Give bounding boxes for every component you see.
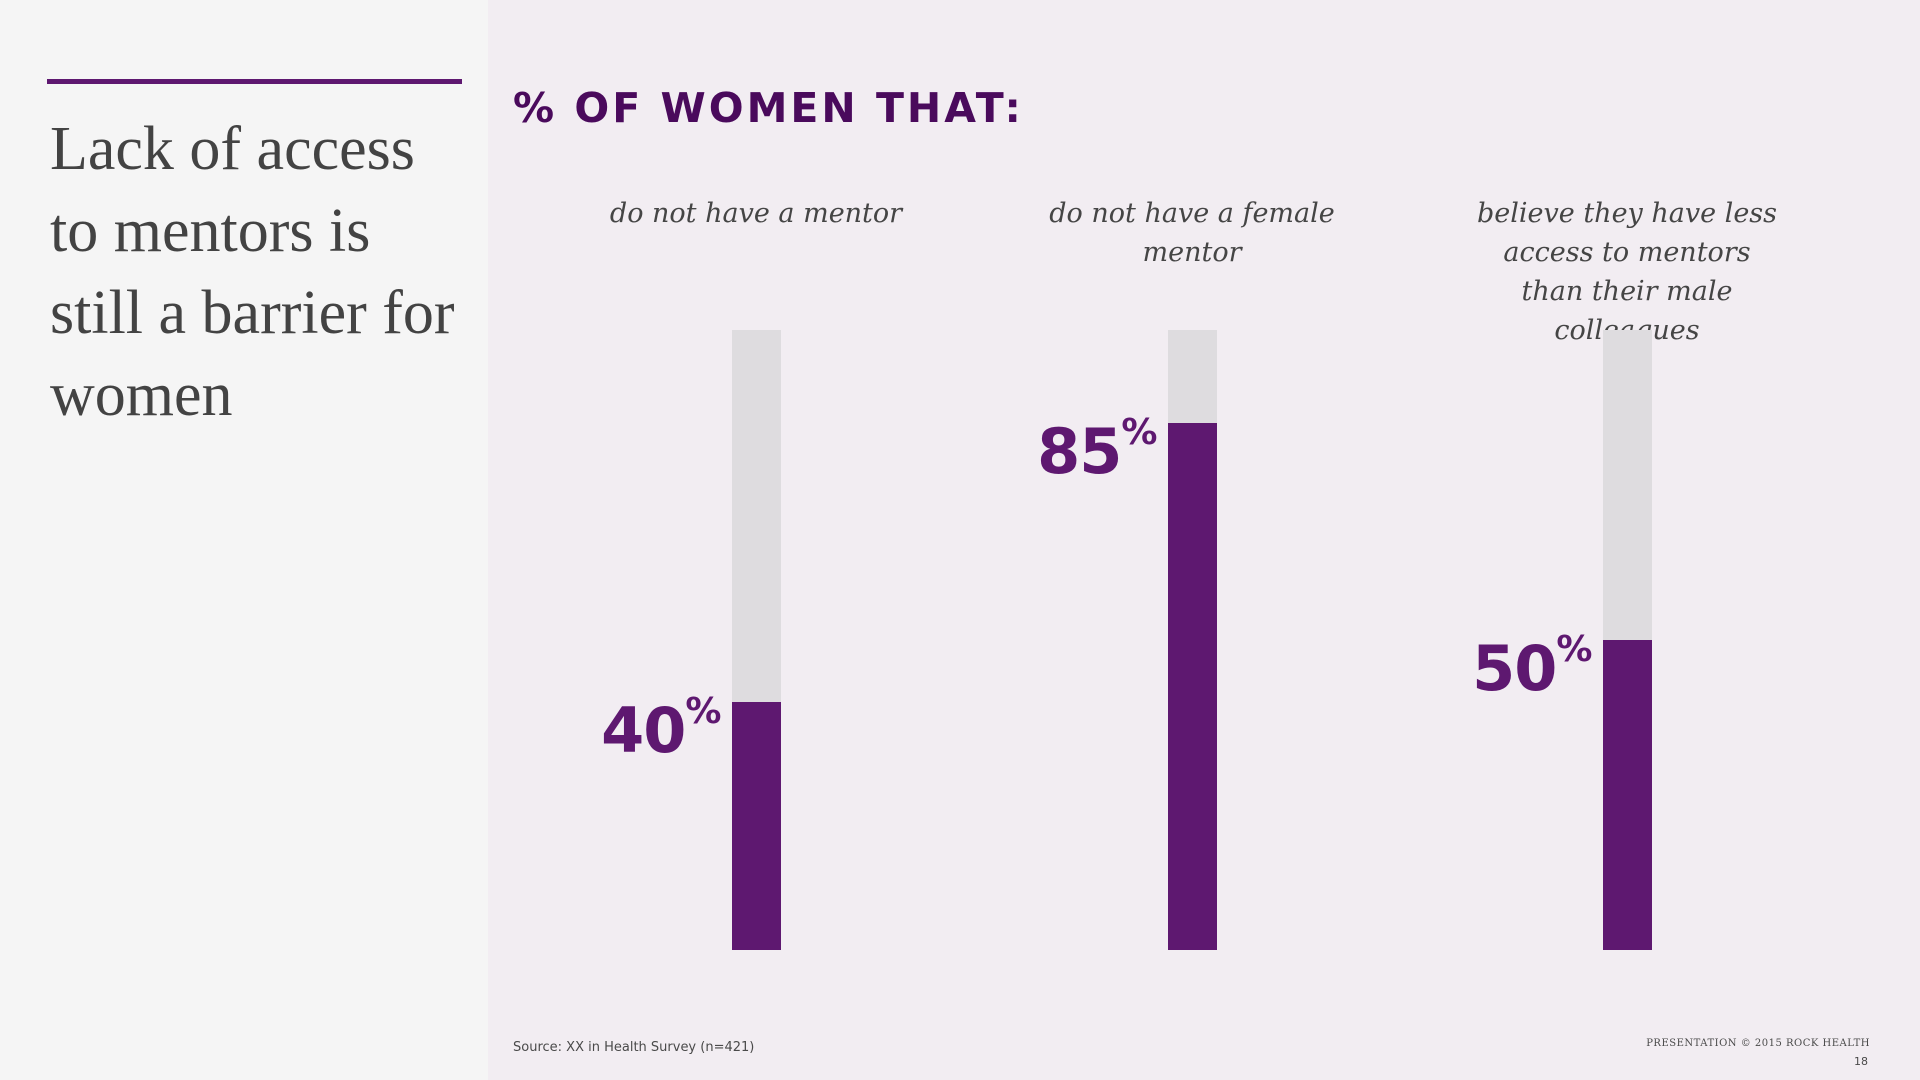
left-panel: Lack of access to mentors is still a bar…: [0, 0, 488, 1080]
source-note: Source: XX in Health Survey (n=421): [513, 1040, 755, 1055]
data-label-unit-2: %: [1121, 412, 1158, 453]
data-label-3: 50%: [1403, 632, 1592, 700]
bar-1: [731, 702, 781, 950]
slide-headline: Lack of access to mentors is still a bar…: [50, 115, 455, 429]
bar-group-1: do not have a mentor 40%: [601, 0, 906, 1080]
data-label-2: 85%: [968, 415, 1157, 483]
category-label-1: do not have a mentor: [609, 198, 903, 229]
category-label-3: believe they have less access to mentors…: [1477, 198, 1778, 346]
bar-track-1: [731, 330, 781, 950]
bar-group-2: do not have a female mentor 85%: [1037, 0, 1342, 1080]
page-number: 18: [1854, 1055, 1868, 1068]
data-label-value-1: 40: [601, 694, 686, 767]
chart-area: do not have a mentor 40% do not have a fem…: [488, 0, 1920, 1080]
bar-2: [1167, 423, 1217, 950]
chart-title: % OF WOMEN THAT:: [513, 84, 1024, 132]
bar-group-3: believe they have less access to mentors…: [1472, 0, 1778, 1080]
category-label-2: do not have a female mentor: [1049, 198, 1335, 268]
bar-3: [1602, 640, 1652, 950]
footer-copyright: PRESENTATION © 2015 ROCK HEALTH: [1646, 1038, 1870, 1049]
bar-track-2: [1167, 330, 1217, 950]
data-label-1: 40%: [532, 694, 721, 762]
data-label-unit-3: %: [1556, 629, 1593, 670]
data-label-unit-1: %: [685, 691, 722, 732]
bar-track-3: [1602, 330, 1652, 950]
data-label-value-2: 85: [1037, 415, 1122, 488]
accent-rule: [47, 79, 462, 84]
data-label-value-3: 50: [1472, 632, 1557, 705]
